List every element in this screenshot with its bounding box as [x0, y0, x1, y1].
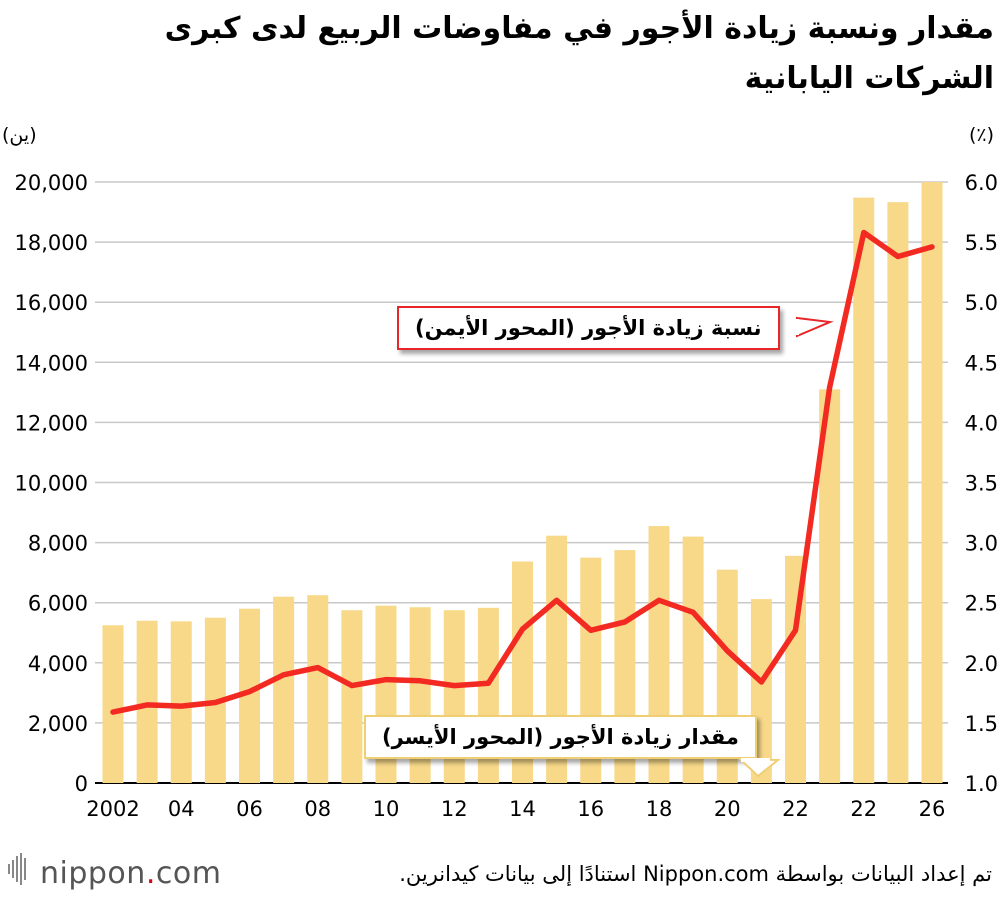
logo-main: nippon: [40, 855, 146, 891]
bar-wage-amount: [853, 197, 875, 784]
left-tick-label: 14,000: [15, 351, 88, 375]
left-tick-label: 0: [75, 772, 88, 796]
x-tick-label: 22: [850, 797, 877, 821]
right-tick-label: 3.5: [965, 472, 998, 496]
x-axis-ticks: 2002 04 06 08 10 12 14 16 18 20 22 22 26: [86, 797, 945, 821]
left-tick-label: 8,000: [28, 532, 88, 556]
x-tick-label: 18: [646, 797, 673, 821]
bar-wage-amount: [307, 595, 329, 783]
left-tick-label: 10,000: [15, 472, 88, 496]
x-tick-label: 26: [919, 797, 946, 821]
bar-wage-amount: [273, 596, 295, 783]
right-tick-label: 1.5: [965, 712, 998, 736]
right-tick-label: 5.0: [965, 291, 998, 315]
logo-dot: .: [145, 855, 156, 891]
right-tick-label: 3.0: [965, 532, 998, 556]
nippon-logo: nippon. com: [8, 852, 221, 894]
x-tick-label: 08: [304, 797, 331, 821]
right-axis-unit: (٪): [968, 124, 994, 146]
x-tick-label: 06: [236, 797, 263, 821]
x-tick-label: 20: [714, 797, 741, 821]
right-tick-label: 2.5: [965, 592, 998, 616]
left-tick-label: 2,000: [28, 712, 88, 736]
left-tick-label: 12,000: [15, 411, 88, 435]
x-tick-label: 14: [509, 797, 536, 821]
right-tick-label: 2.0: [965, 652, 998, 676]
bar-wage-amount: [170, 621, 192, 783]
logo-mark-icon: [8, 852, 30, 894]
right-tick-label: 1.0: [965, 772, 998, 796]
right-tick-label: 4.0: [965, 411, 998, 435]
left-axis-unit: (ين): [2, 124, 37, 146]
x-tick-label: 10: [373, 797, 400, 821]
amount-legend-callout: مقدار زيادة الأجور (المحور الأيسر): [364, 715, 757, 759]
right-tick-label: 4.5: [965, 351, 998, 375]
bar-wage-amount: [239, 608, 260, 783]
x-tick-label: 16: [577, 797, 604, 821]
left-tick-label: 18,000: [15, 231, 88, 255]
bar-wage-amount: [921, 182, 943, 783]
bar-wage-amount: [819, 389, 841, 783]
chart-title: مقدار ونسبة زيادة الأجور في مفاوضات الرب…: [164, 11, 994, 96]
bar-wage-amount: [341, 610, 363, 783]
logo-tld: com: [155, 855, 222, 891]
source-note: تم إعداد البيانات بواسطة Nippon.com استن…: [399, 862, 992, 886]
x-tick-label: 12: [441, 797, 468, 821]
bar-wage-amount: [136, 620, 158, 783]
x-tick-label: 2002: [86, 797, 139, 821]
rate-line-series: [110, 229, 935, 715]
left-tick-label: 20,000: [15, 171, 88, 195]
rate-legend-callout: نسبة زيادة الأجور (المحور الأيمن): [397, 306, 780, 350]
left-tick-label: 6,000: [28, 592, 88, 616]
x-tick-label: 22: [782, 797, 809, 821]
right-axis-ticks: 1.0 1.5 2.0 2.5 3.0 3.5 4.0 4.5 5.0 5.5 6.0: [965, 171, 998, 796]
bar-wage-amount: [102, 625, 124, 783]
left-axis-ticks: 0 2,000 4,000 6,000 8,000 10,000 12,000 14,000 1…: [15, 171, 88, 796]
amount-legend-label: مقدار زيادة الأجور (المحور الأيسر): [382, 725, 739, 749]
right-tick-label: 5.5: [965, 231, 998, 255]
x-tick-label: 04: [168, 797, 195, 821]
left-tick-label: 4,000: [28, 652, 88, 676]
right-tick-label: 6.0: [965, 171, 998, 195]
left-tick-label: 16,000: [15, 291, 88, 315]
rate-legend-label: نسبة زيادة الأجور (المحور الأيمن): [415, 316, 762, 340]
bar-wage-amount: [887, 202, 909, 784]
